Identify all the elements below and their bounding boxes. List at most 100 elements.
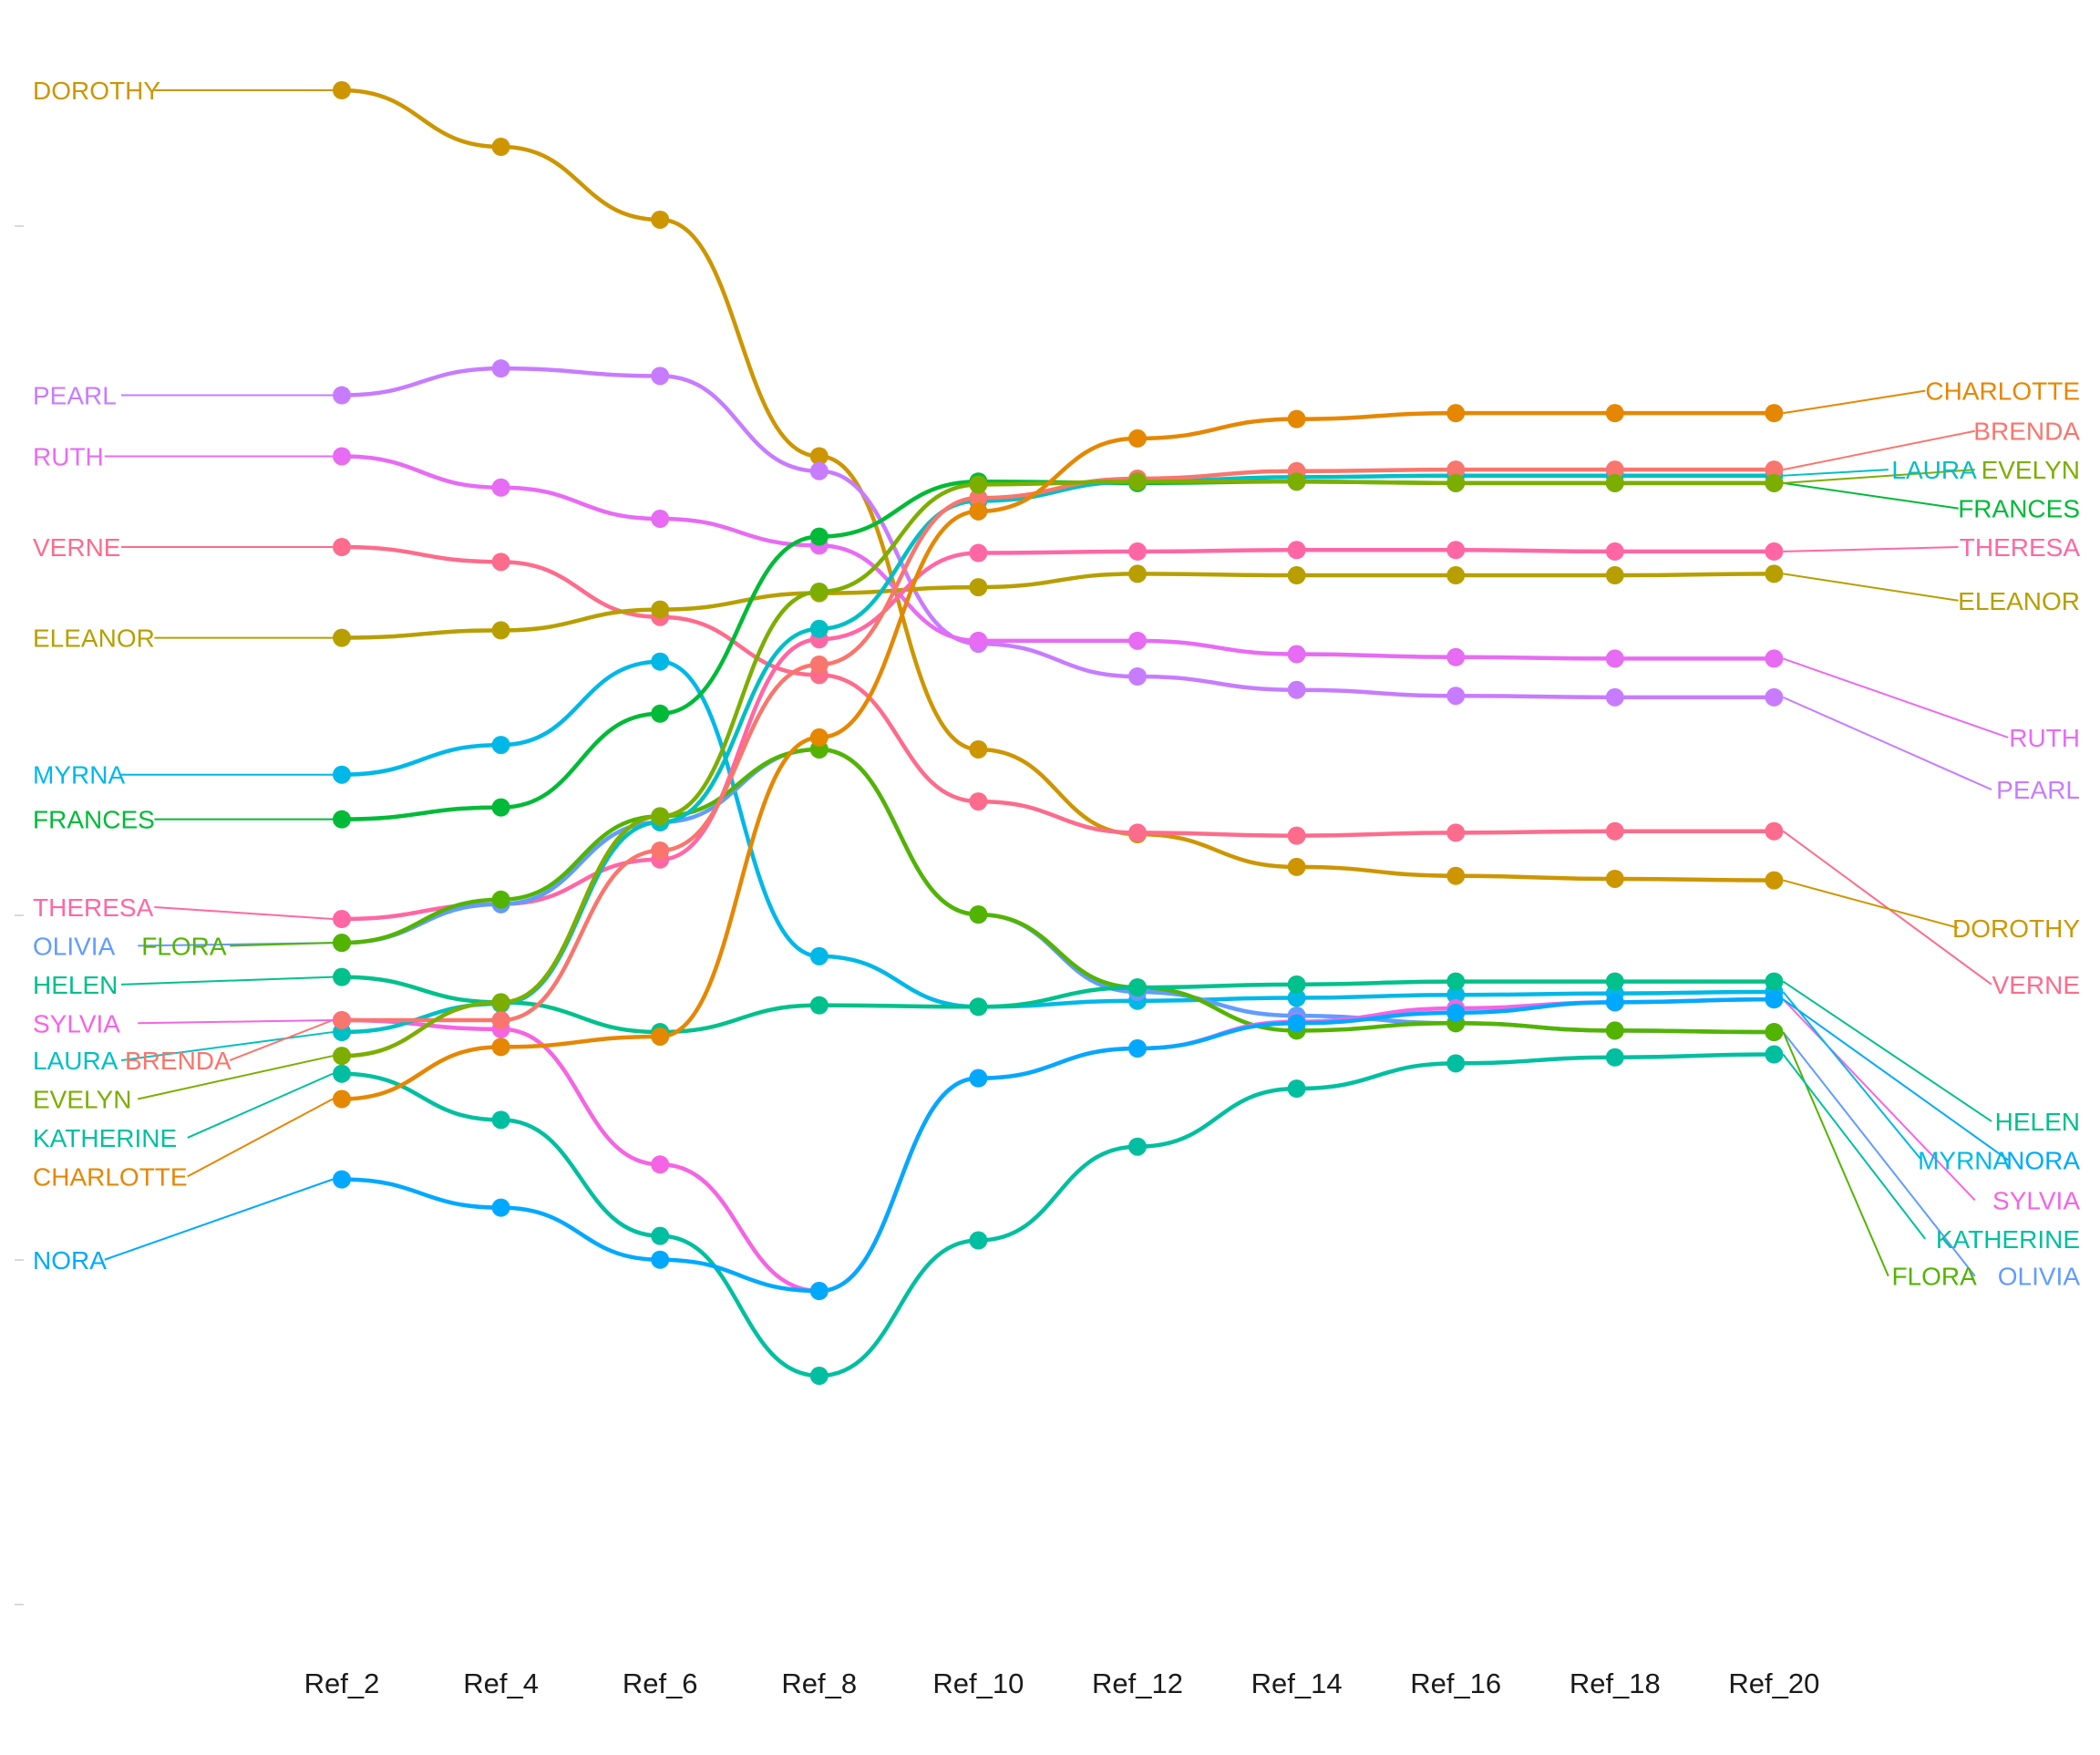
data-point-verne — [491, 552, 510, 572]
right-leader-charlotte — [1783, 389, 1926, 415]
data-point-theresa — [1605, 542, 1624, 561]
data-point-evelyn — [1128, 472, 1147, 491]
data-point-dorothy — [1287, 857, 1306, 876]
series-line-evelyn — [339, 479, 1776, 1058]
left-leader-katherine — [187, 1072, 334, 1139]
x-tick-label: Ref_6 — [623, 1667, 698, 1699]
data-point-katherine — [1128, 1137, 1147, 1156]
data-point-flora — [969, 905, 988, 924]
data-point-charlotte — [969, 501, 988, 521]
data-point-katherine — [1765, 1045, 1784, 1064]
right-label-flora: FLORA — [1891, 1263, 1977, 1291]
data-point-frances — [651, 704, 670, 723]
right-label-ruth: RUTH — [2009, 724, 2080, 752]
data-point-helen — [1446, 972, 1466, 991]
right-leader-myrna — [1782, 991, 1922, 1161]
data-point-evelyn — [491, 993, 510, 1012]
left-label-ruth: RUTH — [33, 442, 104, 470]
right-leader-eleanor — [1783, 573, 1959, 602]
x-tick-label: Ref_10 — [932, 1667, 1024, 1699]
right-leader-katherine — [1782, 1053, 1926, 1240]
data-point-dorothy — [333, 81, 351, 99]
left-leader-theresa — [154, 905, 334, 921]
left-leader-charlotte — [187, 1098, 334, 1178]
data-point-evelyn — [651, 807, 670, 826]
series-line-ruth — [339, 454, 1776, 661]
x-tick-label: Ref_4 — [463, 1667, 539, 1699]
right-label-pearl: PEARL — [1996, 776, 2080, 804]
data-point-pearl — [651, 366, 670, 386]
data-point-charlotte — [1765, 404, 1784, 423]
data-point-nora — [1605, 993, 1624, 1012]
series-line-nora — [339, 996, 1776, 1294]
series-line-pearl — [339, 366, 1776, 700]
right-label-nora: NORA — [2006, 1146, 2080, 1174]
data-point-katherine — [1446, 1054, 1466, 1073]
data-point-nora — [1128, 1039, 1147, 1058]
right-label-olivia: OLIVIA — [1998, 1263, 2081, 1291]
data-point-pearl — [1446, 687, 1466, 706]
data-point-pearl — [1128, 667, 1147, 687]
data-point-dorothy — [1765, 871, 1784, 890]
data-point-brenda — [969, 489, 988, 508]
x-tick-label: Ref_8 — [781, 1667, 857, 1699]
series-line-eleanor — [339, 572, 1776, 640]
right-leader-theresa — [1783, 546, 1959, 552]
data-point-nora — [491, 1198, 510, 1217]
data-point-eleanor — [1287, 566, 1306, 585]
x-tick-label: Ref_12 — [1092, 1667, 1183, 1699]
data-point-helen — [809, 996, 829, 1015]
data-point-brenda — [333, 1011, 351, 1029]
data-point-charlotte — [1287, 409, 1306, 428]
series-lines — [339, 88, 1776, 1378]
x-tick-label: Ref_20 — [1728, 1667, 1819, 1699]
data-point-eleanor — [1128, 564, 1147, 583]
data-point-laura — [809, 619, 829, 638]
data-point-evelyn — [1446, 473, 1466, 492]
data-point-myrna — [1287, 988, 1306, 1007]
right-label-eleanor: ELEANOR — [1958, 587, 2080, 615]
data-point-pearl — [491, 359, 510, 378]
series-points — [333, 81, 1784, 1386]
left-label-helen: HELEN — [33, 971, 118, 999]
data-point-helen — [333, 967, 351, 986]
data-point-verne — [1446, 823, 1466, 842]
right-label-myrna: MYRNA — [1918, 1146, 2010, 1174]
data-point-ruth — [491, 478, 510, 497]
data-point-verne — [333, 538, 351, 557]
data-point-evelyn — [1765, 473, 1784, 492]
data-point-charlotte — [809, 728, 829, 747]
data-point-dorothy — [651, 210, 670, 229]
right-leader-nora — [1782, 998, 2009, 1161]
data-point-katherine — [1287, 1079, 1306, 1099]
data-point-katherine — [1605, 1048, 1624, 1067]
left-label-laura: LAURA — [33, 1047, 118, 1075]
data-point-katherine — [809, 1367, 829, 1386]
data-point-charlotte — [1605, 404, 1624, 423]
right-leader-laura — [1783, 469, 1889, 477]
series-line-helen — [339, 975, 1776, 1035]
right-label-charlotte: CHARLOTTE — [1925, 377, 2080, 406]
data-point-charlotte — [333, 1089, 351, 1109]
data-point-nora — [1287, 1014, 1306, 1033]
left-leader-nora — [104, 1178, 334, 1261]
data-point-nora — [651, 1250, 670, 1269]
series-line-theresa — [339, 548, 1776, 922]
data-point-eleanor — [491, 621, 510, 640]
series-line-flora — [339, 747, 1776, 1035]
data-point-myrna — [651, 652, 670, 671]
data-point-ruth — [651, 510, 670, 529]
data-point-nora — [1446, 1003, 1466, 1022]
data-point-evelyn — [969, 475, 988, 494]
x-tick-label: Ref_18 — [1570, 1667, 1661, 1699]
series-line-dorothy — [339, 88, 1776, 883]
right-label-frances: FRANCES — [1958, 495, 2080, 523]
data-point-eleanor — [651, 600, 670, 619]
series-line-katherine — [339, 1052, 1776, 1378]
data-point-evelyn — [809, 582, 829, 601]
data-point-flora — [333, 934, 351, 953]
data-point-helen — [1765, 972, 1784, 991]
right-label-katherine: KATHERINE — [1936, 1225, 2080, 1254]
